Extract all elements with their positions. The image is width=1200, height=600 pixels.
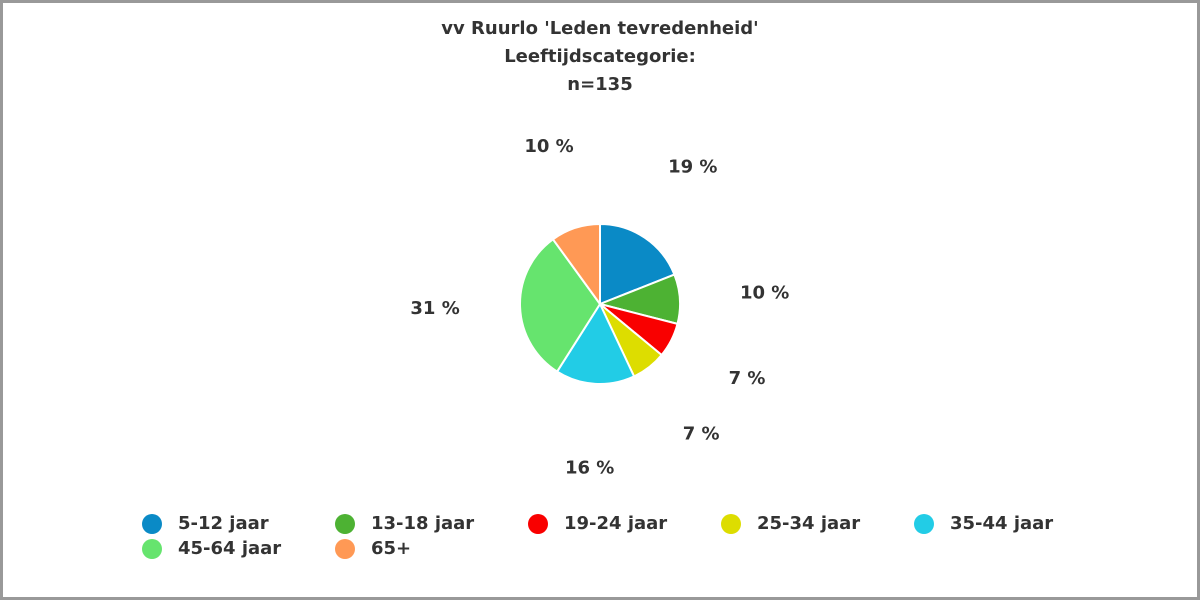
legend-label: 45-64 jaar bbox=[178, 538, 281, 559]
data-label: 7 % bbox=[683, 423, 720, 444]
legend-marker bbox=[335, 514, 355, 534]
legend-label: 5-12 jaar bbox=[178, 513, 269, 534]
data-label: 10 % bbox=[524, 136, 573, 157]
pie-slice bbox=[551, 222, 601, 308]
legend-marker bbox=[142, 539, 162, 559]
pie-slice bbox=[555, 301, 636, 385]
chart-title: n=135 bbox=[567, 74, 632, 95]
chart-title: vv Ruurlo 'Leden tevredenheid' bbox=[441, 18, 758, 39]
legend-label: 19-24 jaar bbox=[564, 513, 667, 534]
legend-label: 35-44 jaar bbox=[950, 513, 1053, 534]
legend-marker bbox=[335, 539, 355, 559]
data-label: 10 % bbox=[740, 283, 789, 304]
legend-marker bbox=[721, 514, 741, 534]
data-label: 31 % bbox=[410, 298, 459, 319]
legend-label: 25-34 jaar bbox=[757, 513, 860, 534]
pie-slice bbox=[599, 222, 676, 306]
legend-label: 65+ bbox=[371, 538, 411, 559]
chart-title: Leeftijdscategorie: bbox=[504, 46, 696, 67]
legend-marker bbox=[528, 514, 548, 534]
data-label: 19 % bbox=[668, 157, 717, 178]
legend-marker bbox=[142, 514, 162, 534]
legend-label: 13-18 jaar bbox=[371, 513, 474, 534]
data-label: 7 % bbox=[729, 368, 766, 389]
data-label: 16 % bbox=[565, 458, 614, 479]
legend-marker bbox=[914, 514, 934, 534]
pie-slice bbox=[519, 237, 602, 373]
